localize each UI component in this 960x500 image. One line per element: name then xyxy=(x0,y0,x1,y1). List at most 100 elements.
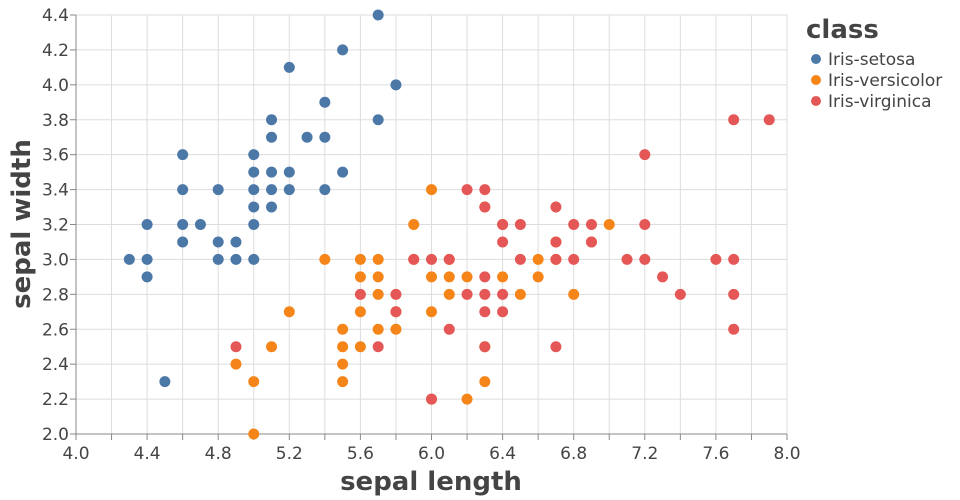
legend-item-label: Iris-virginica xyxy=(828,92,932,112)
data-point-iris-virginica xyxy=(514,219,526,230)
data-point-iris-setosa xyxy=(159,376,171,388)
data-point-iris-virginica xyxy=(408,253,420,265)
y-tick-label: 3.4 xyxy=(42,181,69,201)
data-point-iris-virginica xyxy=(657,271,669,283)
y-tick-label: 2.6 xyxy=(42,320,69,340)
data-point-iris-setosa xyxy=(337,166,349,178)
data-point-iris-virginica xyxy=(710,253,722,265)
data-point-iris-versicolor xyxy=(230,358,242,370)
data-point-iris-virginica xyxy=(728,114,740,126)
x-tick-label: 5.2 xyxy=(276,444,303,464)
data-point-iris-virginica xyxy=(639,253,651,265)
data-point-iris-virginica xyxy=(497,236,509,248)
data-point-iris-versicolor xyxy=(372,271,384,283)
data-point-iris-virginica xyxy=(550,253,562,265)
data-point-iris-setosa xyxy=(177,149,189,161)
data-point-iris-versicolor xyxy=(337,341,349,353)
x-tick-label: 5.6 xyxy=(347,444,374,464)
data-point-iris-setosa xyxy=(212,236,224,248)
y-tick-label: 2.2 xyxy=(42,390,69,410)
x-tick-label: 8.0 xyxy=(773,444,800,464)
data-point-iris-setosa xyxy=(141,253,153,265)
data-point-iris-setosa xyxy=(248,184,260,196)
data-point-iris-setosa xyxy=(337,44,349,56)
data-point-iris-setosa xyxy=(248,166,260,178)
axes xyxy=(70,14,788,440)
data-point-iris-setosa xyxy=(141,271,153,283)
y-axis-ticks: 2.0 2.2 2.4 2.6 2.8 3.0 3.2 3.4 3.6 3.8 4.0 4.2 4.4 xyxy=(42,6,69,445)
data-points xyxy=(123,9,775,440)
data-point-iris-virginica xyxy=(426,253,437,265)
data-point-iris-virginica xyxy=(390,288,402,300)
data-point-iris-setosa xyxy=(230,253,242,265)
legend-swatch-icon xyxy=(811,75,821,85)
data-point-iris-setosa xyxy=(248,219,260,230)
y-tick-label: 3.6 xyxy=(42,146,69,166)
y-tick-label: 4.2 xyxy=(42,41,69,61)
data-point-iris-setosa xyxy=(177,184,189,196)
y-tick-label: 4.0 xyxy=(42,76,69,96)
x-axis-title: sepal length xyxy=(340,467,522,497)
x-tick-label: 6.8 xyxy=(560,444,587,464)
data-point-iris-setosa xyxy=(283,61,295,73)
data-point-iris-versicolor xyxy=(479,376,491,388)
x-tick-label: 6.4 xyxy=(489,444,516,464)
data-point-iris-versicolor xyxy=(443,288,455,300)
data-point-iris-versicolor xyxy=(248,376,260,388)
y-tick-label: 4.4 xyxy=(42,6,69,26)
y-tick-label: 3.8 xyxy=(42,111,69,131)
data-point-iris-setosa xyxy=(372,114,384,126)
data-point-iris-virginica xyxy=(497,306,509,318)
data-point-iris-setosa xyxy=(319,184,331,196)
data-point-iris-setosa xyxy=(283,184,295,196)
y-tick-label: 2.0 xyxy=(42,425,69,445)
data-point-iris-versicolor xyxy=(266,341,278,353)
data-point-iris-setosa xyxy=(248,149,260,161)
data-point-iris-versicolor xyxy=(514,288,526,300)
data-point-iris-setosa xyxy=(177,219,189,230)
data-point-iris-virginica xyxy=(479,201,491,213)
x-tick-label: 4.8 xyxy=(205,444,232,464)
data-point-iris-virginica xyxy=(479,288,491,300)
data-point-iris-virginica xyxy=(426,393,437,405)
data-point-iris-versicolor xyxy=(568,288,580,300)
data-point-iris-versicolor xyxy=(354,271,366,283)
data-point-iris-versicolor xyxy=(283,306,295,318)
data-point-iris-versicolor xyxy=(532,253,544,265)
data-point-iris-versicolor xyxy=(354,253,366,265)
data-point-iris-virginica xyxy=(728,323,740,335)
data-point-iris-setosa xyxy=(266,166,278,178)
data-point-iris-versicolor xyxy=(408,219,420,230)
y-axis-title: sepal width xyxy=(7,139,37,309)
data-point-iris-virginica xyxy=(639,149,651,161)
data-point-iris-setosa xyxy=(266,114,278,126)
data-point-iris-versicolor xyxy=(426,184,437,196)
data-point-iris-virginica xyxy=(443,253,455,265)
data-point-iris-virginica xyxy=(550,201,562,213)
data-point-iris-virginica xyxy=(390,306,402,318)
data-point-iris-setosa xyxy=(266,201,278,213)
x-tick-label: 4.0 xyxy=(62,444,89,464)
legend-item-label: Iris-setosa xyxy=(828,50,915,70)
data-point-iris-virginica xyxy=(514,253,526,265)
data-point-iris-setosa xyxy=(123,253,135,265)
data-point-iris-versicolor xyxy=(532,271,544,283)
data-point-iris-virginica xyxy=(621,253,633,265)
data-point-iris-versicolor xyxy=(372,288,384,300)
data-point-iris-virginica xyxy=(497,219,509,230)
data-point-iris-virginica xyxy=(230,341,242,353)
data-point-iris-virginica xyxy=(479,341,491,353)
data-point-iris-setosa xyxy=(266,131,278,143)
data-point-iris-versicolor xyxy=(337,358,349,370)
data-point-iris-setosa xyxy=(283,166,295,178)
data-point-iris-versicolor xyxy=(603,219,615,230)
data-point-iris-virginica xyxy=(550,341,562,353)
data-point-iris-virginica xyxy=(585,236,597,248)
data-point-iris-versicolor xyxy=(337,376,349,388)
data-point-iris-setosa xyxy=(301,131,313,143)
data-point-iris-virginica xyxy=(728,253,740,265)
y-tick-label: 3.0 xyxy=(42,250,69,270)
legend: class Iris-setosaIris-versicolorIris-vir… xyxy=(806,15,942,112)
data-point-iris-setosa xyxy=(194,219,206,230)
